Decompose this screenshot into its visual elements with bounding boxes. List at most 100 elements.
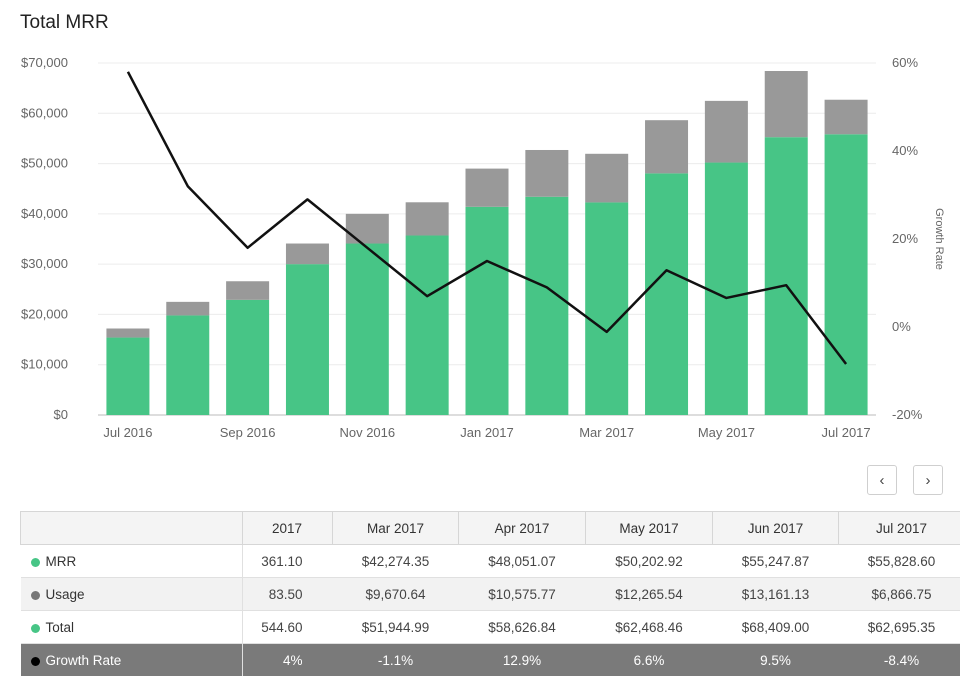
table-cell: $62,695.35 — [838, 610, 960, 644]
row-label: Growth Rate — [20, 643, 243, 676]
x-tick-label: Jul 2017 — [821, 425, 870, 440]
table-cell: $6,866.75 — [838, 577, 960, 611]
legend-dot-icon — [30, 557, 40, 567]
table-cell: $9,670.64 — [332, 577, 459, 611]
table-cell: -8.4% — [838, 643, 960, 676]
growth-rate-line — [126, 71, 848, 365]
mrr-chart: $0 $10,000 $20,000 $30,000 $40,000 $50,000 $60… — [21, 55, 945, 440]
bar-mrr — [704, 162, 748, 415]
chevron-left-icon: ‹ — [879, 471, 885, 489]
bar-mrr — [645, 173, 689, 415]
table-cell: $50,202.92 — [585, 544, 713, 578]
prev-page-button[interactable]: ‹ — [867, 465, 897, 495]
table-cell: 6.6% — [585, 643, 713, 676]
table-cell: $42,274.35 — [332, 544, 459, 578]
bar-mrr — [345, 243, 389, 415]
bar-usage — [405, 202, 449, 236]
table-cell: 544.60 — [242, 610, 333, 644]
legend-dot-icon — [30, 656, 40, 666]
legend-dot-icon — [30, 623, 40, 633]
row-label: Usage — [20, 577, 243, 611]
table-cell: 9.5% — [712, 643, 839, 676]
table-cell: -1.1% — [332, 643, 459, 676]
bar-mrr — [166, 315, 210, 415]
table-cell: $48,051.07 — [458, 544, 586, 578]
table-header: May 2017 — [585, 511, 713, 545]
y2-tick-label: 0% — [892, 319, 911, 334]
row-label: MRR — [20, 544, 243, 578]
bar-usage — [465, 168, 509, 207]
bar-usage — [525, 149, 569, 197]
bar-usage — [824, 99, 868, 135]
bar-mrr — [106, 337, 150, 415]
chevron-right-icon: › — [925, 471, 931, 489]
row-label-text: MRR — [45, 553, 77, 569]
table-row: MRR 361.10 $42,274.35 $48,051.07 $50,202.92 $… — [20, 544, 960, 578]
row-label-text: Growth Rate — [45, 652, 122, 668]
y-tick-label: $0 — [54, 407, 68, 422]
data-table: 2017 Mar 2017 Apr 2017 May 2017 Jun 2017… — [20, 511, 960, 676]
x-tick-label: Jan 2017 — [460, 425, 514, 440]
table-row: Total 544.60 $51,944.99 $58,626.84 $62,468.4… — [20, 610, 960, 644]
legend-dot-icon — [30, 590, 40, 600]
bar-mrr — [226, 299, 270, 415]
table-cell: $51,944.99 — [332, 610, 459, 644]
bar-mrr — [824, 134, 868, 415]
bar-usage — [226, 281, 270, 300]
table-header-empty — [20, 511, 243, 545]
table-cell: 83.50 — [242, 577, 333, 611]
row-label: Total — [20, 610, 243, 644]
y-tick-label: $30,000 — [21, 256, 68, 271]
table-cell: $10,575.77 — [458, 577, 586, 611]
x-tick-label: Mar 2017 — [579, 425, 634, 440]
table-cell: $68,409.00 — [712, 610, 839, 644]
table-header-row: 2017 Mar 2017 Apr 2017 May 2017 Jun 2017… — [20, 511, 960, 545]
bar-mrr — [465, 206, 509, 415]
row-label-text: Total — [45, 619, 75, 635]
chart-title: Total MRR — [20, 12, 109, 33]
bar-usage — [704, 100, 748, 163]
x-tick-label: Nov 2016 — [339, 425, 395, 440]
y2-tick-label: 20% — [892, 231, 918, 246]
y2-axis-title: Growth Rate — [933, 208, 945, 270]
y2-tick-label: 40% — [892, 143, 918, 158]
y-tick-label: $10,000 — [21, 357, 68, 372]
bar-mrr — [585, 202, 629, 415]
table-header: Jul 2017 — [838, 511, 960, 545]
x-tick-label: May 2017 — [698, 425, 755, 440]
table-cell: 4% — [242, 643, 333, 676]
bar-usage — [166, 301, 210, 316]
y-tick-label: $70,000 — [21, 55, 68, 70]
y-tick-label: $50,000 — [21, 156, 68, 171]
table-header: Apr 2017 — [458, 511, 586, 545]
table-header: 2017 — [242, 511, 333, 545]
table-cell: $62,468.46 — [585, 610, 713, 644]
bar-mrr — [405, 235, 449, 415]
table-row: Growth Rate 4% -1.1% 12.9% 6.6% 9.5% -8.4% — [20, 643, 960, 676]
table-cell: 361.10 — [242, 544, 333, 578]
bar-usage — [645, 120, 689, 174]
table-cell: $58,626.84 — [458, 610, 586, 644]
x-tick-label: Sep 2016 — [220, 425, 276, 440]
table-cell: $55,247.87 — [712, 544, 839, 578]
table-cell: $13,161.13 — [712, 577, 839, 611]
x-tick-label: Jul 2016 — [103, 425, 152, 440]
bar-mrr — [764, 137, 808, 416]
table-cell: 12.9% — [458, 643, 586, 676]
y-tick-label: $40,000 — [21, 206, 68, 221]
bar-mrr — [525, 196, 569, 415]
row-label-text: Usage — [45, 586, 85, 602]
next-page-button[interactable]: › — [913, 465, 943, 495]
y2-tick-label: 60% — [892, 55, 918, 70]
y-tick-label: $20,000 — [21, 306, 68, 321]
table-header: Mar 2017 — [332, 511, 459, 545]
table-cell: $12,265.54 — [585, 577, 713, 611]
table-cell: $55,828.60 — [838, 544, 960, 578]
bar-mrr — [285, 264, 329, 415]
table-header: Jun 2017 — [712, 511, 839, 545]
bar-usage — [345, 213, 389, 244]
bar-usage — [285, 243, 329, 265]
bar-usage — [764, 71, 808, 138]
y2-tick-label: -20% — [892, 407, 923, 422]
bar-usage — [585, 153, 629, 203]
